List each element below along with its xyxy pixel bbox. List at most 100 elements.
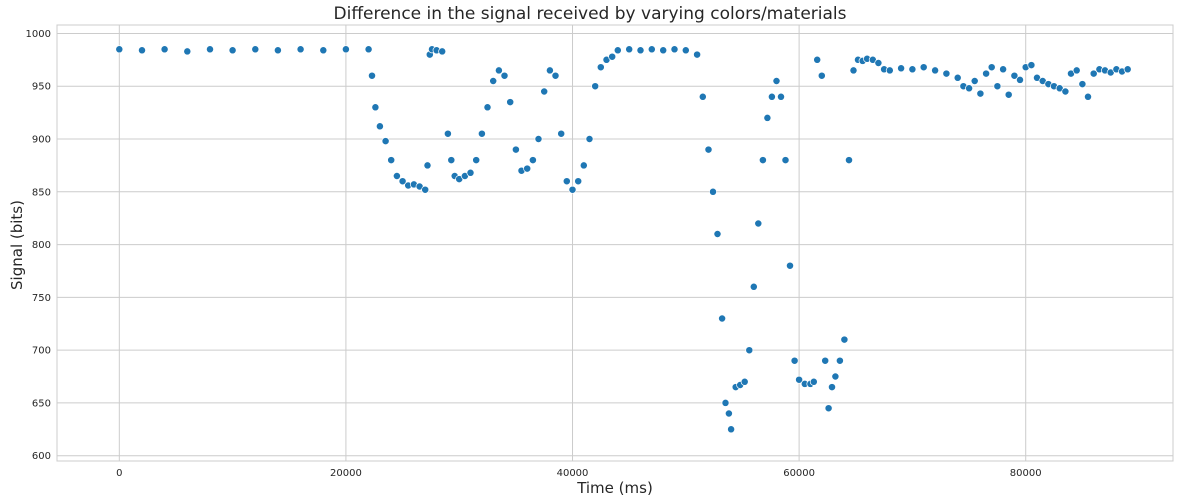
data-point (423, 161, 432, 170)
data-point (721, 398, 730, 407)
data-point (987, 63, 996, 72)
x-tick-label: 20000 (330, 468, 362, 479)
data-point (758, 156, 767, 165)
x-axis-label: Time (ms) (577, 479, 653, 497)
y-tick-labels: 600 650 700 750 800 850 900 950 1000 (26, 29, 51, 462)
data-point (828, 383, 836, 392)
data-point (387, 156, 396, 165)
data-point (817, 71, 826, 80)
data-point (489, 77, 498, 85)
data-point (319, 46, 328, 55)
data-point (273, 46, 282, 55)
data-point (1084, 92, 1092, 101)
data-point (1061, 87, 1070, 96)
data-point (371, 103, 380, 112)
data-point (704, 145, 713, 154)
y-tick-label: 650 (32, 398, 51, 409)
data-point (659, 46, 668, 55)
data-point (251, 45, 260, 54)
data-point (636, 46, 645, 55)
data-point (1010, 71, 1019, 80)
data-point (472, 156, 481, 165)
data-point (574, 177, 583, 186)
y-axis-label-container: Signal (bits) (5, 0, 29, 502)
data-point (1027, 61, 1036, 70)
data-point (506, 98, 515, 107)
y-tick-label: 900 (32, 135, 51, 146)
y-tick-label: 700 (32, 346, 51, 357)
vertical-gridlines (118, 25, 1027, 461)
data-point (993, 82, 1002, 91)
data-point (965, 84, 974, 93)
data-point (813, 55, 822, 64)
data-point (885, 66, 894, 75)
data-point (931, 66, 940, 75)
data-point (1004, 90, 1013, 99)
data-point (1072, 66, 1081, 75)
data-point (613, 46, 622, 55)
data-point (745, 346, 754, 355)
data-point (698, 92, 707, 101)
data-point (772, 77, 781, 85)
data-point (727, 425, 736, 434)
data-point (849, 66, 858, 75)
data-point (845, 156, 853, 165)
y-tick-label: 1000 (26, 29, 51, 40)
data-point (551, 71, 560, 80)
data-point (835, 356, 844, 365)
data-point (824, 404, 833, 413)
data-point (341, 45, 350, 54)
data-point (821, 356, 830, 365)
data-point (754, 219, 763, 228)
data-point (781, 156, 790, 165)
data-points (115, 45, 1132, 434)
data-point (1016, 75, 1024, 84)
y-tick-label: 850 (32, 187, 51, 198)
data-point (919, 63, 928, 72)
data-point (1123, 65, 1132, 74)
data-point (183, 47, 192, 56)
data-point (840, 335, 849, 344)
data-point (1089, 69, 1098, 78)
data-point (375, 122, 384, 131)
data-point (545, 66, 554, 75)
data-point (398, 177, 407, 186)
data-point (579, 161, 588, 170)
horizontal-gridlines (57, 32, 1173, 457)
data-point (740, 377, 749, 386)
data-point (500, 71, 509, 80)
x-tick-label: 0 (116, 468, 122, 479)
data-point (596, 63, 605, 72)
chart-title: Difference in the signal received by var… (333, 4, 847, 24)
data-point (364, 45, 373, 54)
data-point (724, 409, 733, 418)
data-point (709, 187, 717, 196)
data-point (296, 45, 305, 54)
x-tick-label: 40000 (557, 468, 589, 479)
y-axis-label: Signal (bits) (8, 200, 26, 290)
data-point (786, 261, 794, 270)
y-tick-label: 600 (32, 451, 51, 462)
data-point (790, 356, 799, 365)
data-point (557, 129, 566, 138)
data-point (809, 377, 818, 386)
data-point (874, 59, 883, 67)
y-tick-label: 750 (32, 293, 51, 304)
plot-area-background (57, 25, 1173, 461)
data-point (438, 47, 447, 56)
data-point (647, 45, 656, 54)
data-point (942, 69, 951, 78)
x-tick-label: 80000 (1010, 468, 1042, 479)
data-point (831, 372, 840, 381)
data-point (591, 82, 600, 91)
data-point (908, 65, 917, 74)
data-point (528, 156, 537, 165)
data-point (976, 89, 985, 98)
x-tick-label: 60000 (783, 468, 815, 479)
data-point (443, 129, 452, 138)
data-point (982, 69, 991, 78)
data-point (897, 64, 906, 73)
data-point (1078, 80, 1087, 89)
data-point (483, 103, 492, 112)
